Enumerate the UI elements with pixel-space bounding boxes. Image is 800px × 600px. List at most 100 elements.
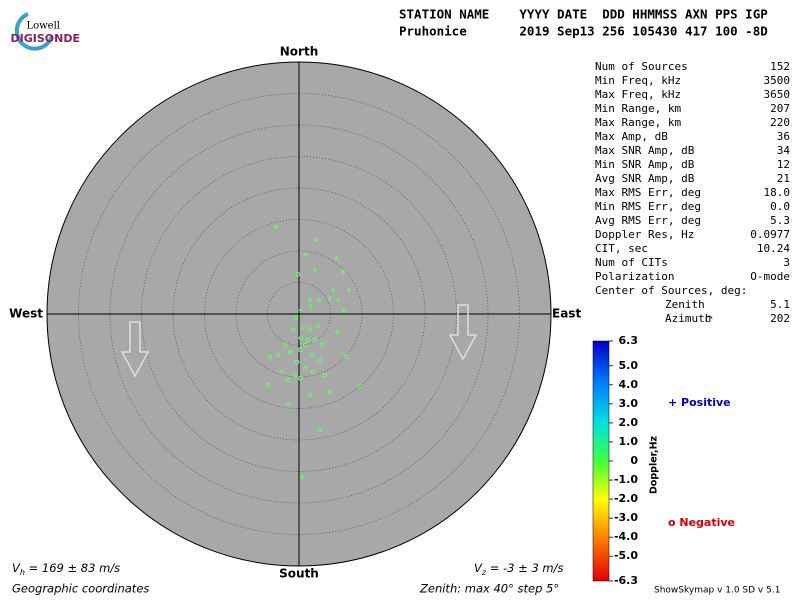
source-plus (313, 237, 319, 243)
vh-symbol: V (12, 561, 21, 575)
source-circle (297, 347, 303, 353)
stat-value: 220 (770, 116, 790, 129)
colorbar-tick-label: -1.0 (614, 473, 638, 486)
version-note: ShowSkymap v 1.0 SD v 5.1 (654, 586, 780, 596)
source-circle (295, 272, 301, 277)
stat-label: Min Range, km (595, 102, 681, 115)
stat-value: 34 (777, 144, 791, 157)
stat-label: Avg RMS Err, deg (595, 214, 701, 227)
header-values: Pruhonice 2019 Sep13 256 105430 417 100 … (399, 24, 768, 39)
colorbar-tick-label: 1.0 (619, 435, 639, 448)
source-plus (327, 295, 333, 301)
source-plus (297, 307, 303, 313)
source-plus (307, 297, 313, 303)
stat-label: Doppler Res, Hz (595, 228, 694, 241)
colorbar-tick-label: 0 (630, 454, 638, 467)
source-circle (312, 337, 318, 343)
colorbar-tick-label: 3.0 (619, 397, 639, 410)
logo-lowell: Lowell (26, 21, 60, 32)
zenith-note: Zenith: max 40° step 5° (419, 582, 559, 596)
vz-value: = -3 ± 3 m/s (486, 561, 563, 575)
source-circle (294, 359, 300, 365)
source-plus (341, 307, 347, 313)
stat-value: 5.3 (770, 214, 790, 227)
stat-value: 3 (783, 256, 790, 269)
logo-swoosh (14, 12, 54, 51)
source-circle (282, 342, 288, 348)
colorbar-tick-label: 6.3 (619, 334, 639, 347)
colorbar-tick-label: 5.0 (619, 359, 639, 372)
source-circle (300, 325, 306, 331)
center-value: 5.1 (770, 298, 790, 311)
source-plus (312, 267, 318, 273)
stat-label: Max RMS Err, deg (595, 186, 701, 199)
vz-text: Vz = -3 ± 3 m/s (474, 561, 563, 577)
source-circle (309, 352, 315, 358)
stat-label: Min SNR Amp, dB (595, 158, 695, 171)
colorbar-tick-label: -6.3 (614, 574, 638, 587)
source-circle (290, 327, 296, 333)
vh-text: Vh = 169 ± 83 m/s (12, 561, 120, 577)
colorbar-label: Doppler,Hz (649, 435, 660, 494)
source-circle (293, 315, 299, 321)
source-circle (317, 357, 323, 363)
stat-value: 18.0 (764, 186, 791, 199)
source-circle (279, 369, 285, 375)
center-label: Zenith (665, 298, 705, 311)
source-circle (267, 354, 273, 360)
source-circle (307, 392, 313, 398)
compass-south: South (279, 567, 319, 581)
source-circle (343, 354, 349, 360)
center-title: Center of Sources, deg: (595, 284, 747, 297)
colorbar (592, 340, 610, 582)
source-plus (334, 329, 340, 335)
compass-west: West (9, 307, 43, 321)
source-circle (310, 369, 316, 375)
stat-label: CIT, sec (595, 242, 648, 255)
colorbar-tick-label: -5.0 (614, 549, 638, 562)
source-circle (322, 372, 328, 378)
source-circle (317, 427, 323, 433)
source-circle (298, 335, 304, 341)
coords-note: Geographic coordinates (12, 582, 149, 596)
center-value: 202 (770, 312, 790, 325)
colorbar-tick-label: -3.0 (614, 511, 638, 524)
vh-value: = 169 ± 83 m/s (25, 561, 120, 575)
logo-digisonde: DIGISONDE (11, 32, 80, 45)
stat-value: 10.24 (757, 242, 790, 255)
stat-value: 0.0 (770, 200, 790, 213)
azimuth-icon (705, 315, 713, 323)
stat-label: Avg SNR Amp, dB (595, 172, 695, 185)
legend-negative: o Negative (668, 516, 735, 529)
compass-east: East (552, 307, 581, 321)
colorbar-tick-label: 2.0 (619, 416, 639, 429)
source-plus (299, 474, 305, 480)
source-circle (265, 382, 271, 388)
source-circle (275, 352, 281, 358)
stat-value: 152 (770, 60, 790, 73)
source-circle (285, 377, 291, 383)
stat-label: Polarization (595, 270, 674, 283)
source-circle (287, 349, 293, 355)
stat-value: 36 (777, 130, 790, 143)
stat-value: 21 (777, 172, 790, 185)
source-circle (327, 389, 333, 395)
stat-label: Max Range, km (595, 116, 681, 129)
stat-label: Min RMS Err, deg (595, 200, 701, 213)
source-plus (346, 287, 352, 293)
source-circle (315, 323, 321, 329)
source-circle (303, 365, 308, 371)
colorbar-tick-label: -2.0 (614, 492, 638, 505)
vh-sub: h (20, 568, 25, 577)
source-circle (307, 327, 313, 333)
stat-label: Max Amp, dB (595, 130, 668, 143)
source-circle (292, 372, 298, 378)
legend-positive: + Positive (668, 396, 731, 409)
stat-label: Max SNR Amp, dB (595, 144, 695, 157)
source-circle (297, 375, 303, 381)
stat-value: 3650 (764, 88, 791, 101)
drift-arrow (448, 304, 478, 361)
stat-value: 207 (770, 102, 790, 115)
source-plus (302, 252, 308, 258)
